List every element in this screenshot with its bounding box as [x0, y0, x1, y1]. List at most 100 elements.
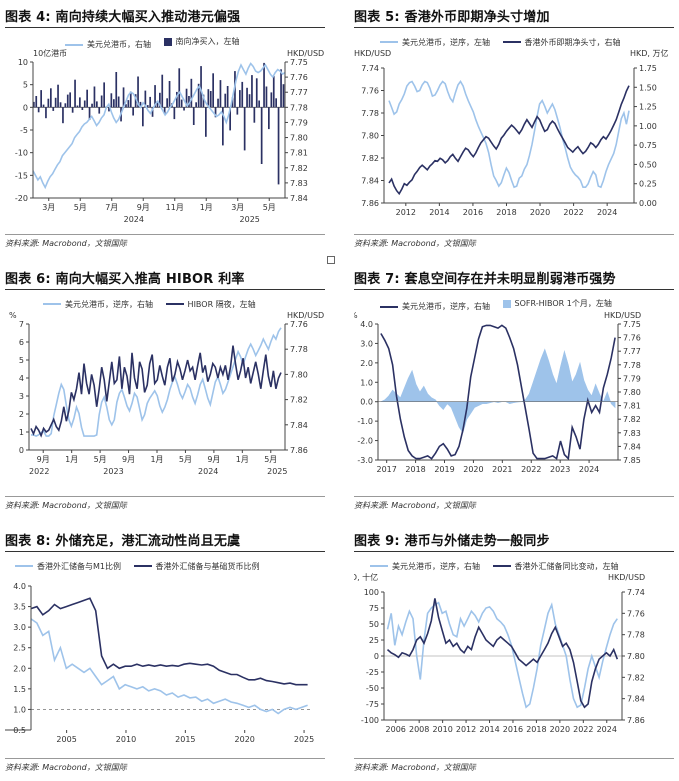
bar-net-southbound: [280, 69, 282, 108]
bar-net-southbound: [37, 107, 40, 113]
x-tick-label: 2005: [56, 735, 76, 744]
left-tick-label: 2.0: [13, 664, 26, 673]
panel-figure-5: 图表 5: 香港外币即期净头寸增加 美元兑港币，逆序，左轴 香港外币即期净头寸，…: [354, 0, 674, 255]
panel-title: 图表 8: 外储充足，港汇流动性尚且无虞: [5, 534, 241, 549]
bar-net-southbound: [188, 96, 190, 108]
legend-item: 美元兑港币，逆序，右轴: [380, 301, 490, 312]
source-note: 资料来源: Macrobond，文银国际: [354, 239, 476, 248]
legend: 美元兑港币，逆序，右轴 SOFR-HIBOR 1个月，左轴: [380, 298, 622, 312]
left-tick-label: 0: [23, 103, 28, 112]
source-note: 资料来源: Macrobond，文银国际: [5, 239, 127, 248]
legend-swatch: [65, 43, 83, 46]
bar-net-southbound: [98, 107, 101, 114]
source-rule: [354, 234, 674, 235]
title-rule: [5, 551, 325, 552]
legend-item: 美元兑港币，右轴: [65, 39, 151, 50]
bar-net-southbound: [127, 100, 130, 108]
bar-net-southbound: [42, 104, 45, 108]
bar-net-southbound: [45, 107, 47, 119]
legend-swatch: [380, 305, 398, 308]
bar-net-southbound: [282, 84, 285, 108]
series-line: [388, 80, 630, 189]
bar-net-southbound: [50, 88, 52, 108]
title-rule: [5, 27, 325, 28]
right-tick-label: 7.80: [290, 370, 308, 379]
x-tick-label: 5月: [179, 455, 192, 464]
bar-net-southbound: [57, 84, 59, 108]
left-tick-label: 2.5: [13, 644, 26, 653]
right-tick-label: 1.50: [639, 83, 657, 92]
series-line: [30, 345, 282, 438]
left-tick-label: 100: [364, 588, 379, 597]
bar-net-southbound: [83, 100, 86, 108]
left-tick-label: 50: [369, 620, 379, 629]
legend: 香港外汇储备与M1比例 香港外汇储备与基础货币比例: [15, 560, 270, 572]
x-tick-label: 2025: [294, 735, 314, 744]
right-tick-label: 1.25: [639, 103, 657, 112]
legend-item: 香港外汇储备与M1比例: [15, 561, 121, 572]
right-tick-label: 7.82: [623, 415, 641, 424]
left-tick-label: -15: [15, 171, 28, 180]
bar-net-southbound: [168, 81, 171, 108]
x-year-label: 2025: [267, 467, 287, 476]
left-tick-label: 1.5: [13, 685, 26, 694]
right-tick-label: 7.83: [290, 179, 308, 188]
x-tick-label: 9月: [207, 455, 220, 464]
legend-swatch: [163, 37, 172, 46]
legend-swatch: [133, 565, 152, 567]
bar-net-southbound: [246, 87, 248, 108]
source-rule: [5, 758, 325, 759]
bar-net-southbound: [212, 73, 214, 108]
bar-net-southbound: [74, 79, 76, 108]
left-tick-label: 7.78: [361, 109, 379, 118]
left-tick-label: 3.5: [13, 603, 26, 612]
right-tick-label: 7.80: [290, 134, 308, 143]
right-tick-label: 7.76: [627, 609, 645, 618]
right-tick-label: 7.81: [290, 149, 308, 158]
bar-net-southbound: [209, 91, 212, 108]
left-unit-label: HKD/USD: [354, 49, 391, 58]
source-rule: [354, 496, 674, 497]
bar-net-southbound: [205, 107, 207, 137]
legend-swatch: [43, 303, 61, 305]
right-tick-label: 7.75: [290, 58, 308, 67]
x-tick-label: 5月: [264, 455, 277, 464]
source-note: 资料来源: Macrobond，文银国际: [354, 763, 476, 772]
bar-net-southbound: [268, 107, 270, 130]
x-tick-label: 2008: [409, 725, 429, 734]
bar-net-southbound: [64, 103, 67, 108]
bar-net-southbound: [248, 94, 251, 108]
left-tick-label: 1: [19, 428, 24, 437]
bar-net-southbound: [81, 107, 84, 110]
x-tick-label: 2020: [235, 735, 255, 744]
x-tick-label: 2021: [492, 465, 512, 474]
bar-net-southbound: [161, 74, 164, 108]
panel-title: 图表 6: 南向大幅买入推高 HIBOR 利率: [5, 272, 245, 287]
x-year-label: 2024: [198, 467, 218, 476]
x-tick-label: 1月: [236, 455, 249, 464]
right-tick-label: 0.25: [639, 180, 657, 189]
x-tick-label: 2020: [550, 725, 570, 734]
right-tick-label: 7.84: [290, 421, 308, 430]
x-tick-label: 2023: [550, 465, 570, 474]
x-tick-label: 9月: [122, 455, 135, 464]
left-tick-label: 1.0: [13, 705, 26, 714]
bar-net-southbound: [173, 107, 176, 120]
right-tick-label: 7.82: [290, 396, 308, 405]
left-tick-label: 10: [18, 58, 28, 67]
legend-label: 美元兑港币，右轴: [87, 40, 151, 49]
right-tick-label: 7.86: [290, 446, 308, 455]
right-tick-label: 7.74: [627, 588, 645, 597]
left-tick-label: 7.74: [361, 64, 379, 73]
right-tick-label: 0.00: [639, 199, 657, 208]
x-tick-label: 2006: [386, 725, 406, 734]
panel-figure-7: 图表 7: 套息空间存在并未明显削弱港币强势 美元兑港币，逆序，右轴 SOFR-…: [354, 262, 674, 517]
left-tick-label: 0: [19, 446, 24, 455]
x-tick-label: 2020: [463, 465, 483, 474]
legend: 美元兑港币，逆序，右轴 香港外汇储备同比变动，左轴: [370, 560, 629, 572]
bar-net-southbound: [183, 107, 185, 111]
legend-label: 美元兑港币，逆序，右轴: [402, 302, 490, 311]
left-tick-label: 0: [374, 652, 379, 661]
right-tick-label: 0.50: [639, 160, 657, 169]
left-tick-label: -10: [15, 149, 28, 158]
